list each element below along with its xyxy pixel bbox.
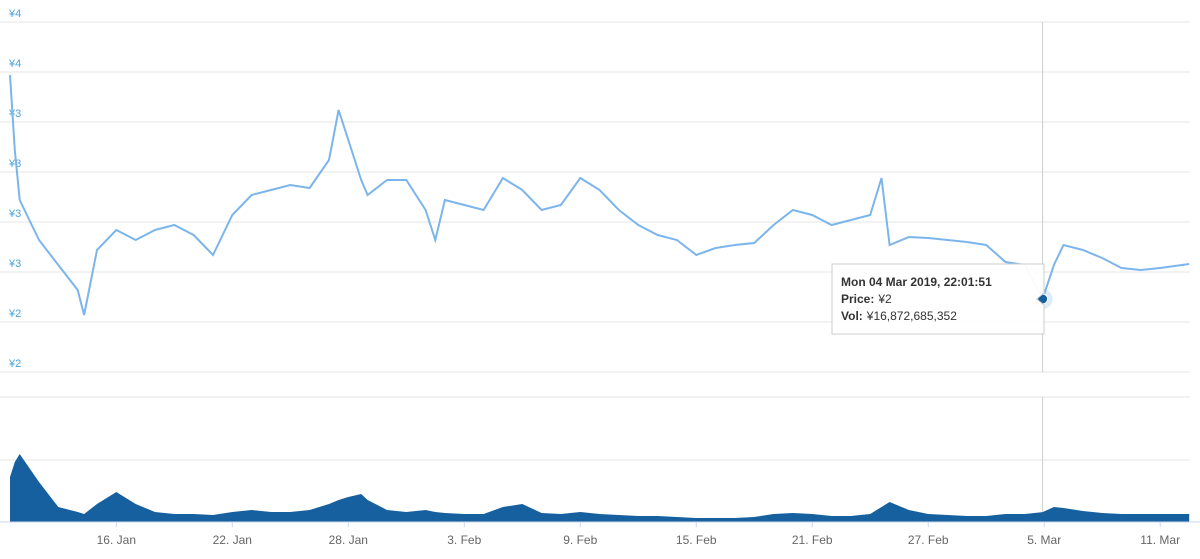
y-tick-label: ¥3 — [8, 158, 21, 170]
y-tick-label: ¥2 — [8, 308, 21, 320]
price-line — [9, 74, 1190, 316]
x-tick-label: 5. Mar — [1027, 533, 1061, 547]
tooltip-value: ¥2 — [877, 292, 892, 306]
tooltip-value: ¥16,872,685,352 — [866, 309, 957, 323]
y-tick-label: ¥3 — [8, 258, 21, 270]
x-tick-label: 3. Feb — [447, 533, 481, 547]
x-tick-label: 22. Jan — [213, 533, 252, 547]
y-tick-label: ¥4 — [8, 58, 21, 70]
y-tick-label: ¥3 — [8, 108, 21, 120]
y-tick-label: ¥3 — [8, 208, 21, 220]
y-tick-label: ¥2 — [8, 358, 21, 370]
tooltip-date: Mon 04 Mar 2019, 22:01:51 — [841, 275, 992, 289]
tooltip-label: Vol: — [841, 309, 863, 323]
x-tick-label: 9. Feb — [563, 533, 597, 547]
x-tick-label: 21. Feb — [792, 533, 833, 547]
tooltip-label: Price: — [841, 292, 874, 306]
tooltip-row: Price: ¥2 — [841, 292, 892, 306]
x-tick-label: 16. Jan — [97, 533, 136, 547]
x-tick-label: 28. Jan — [329, 533, 368, 547]
volume-area — [10, 454, 1190, 522]
x-tick-label: 27. Feb — [908, 533, 949, 547]
x-tick-label: 11. Mar — [1140, 533, 1180, 547]
tooltip-box — [831, 263, 1045, 335]
y-tick-label: ¥4 — [8, 8, 21, 20]
tooltip: Mon 04 Mar 2019, 22:01:51 Price: ¥2 Vol: ¥16… — [831, 263, 1045, 335]
tooltip-row: Vol: ¥16,872,685,352 — [841, 309, 957, 323]
x-tick-label: 15. Feb — [676, 533, 717, 547]
